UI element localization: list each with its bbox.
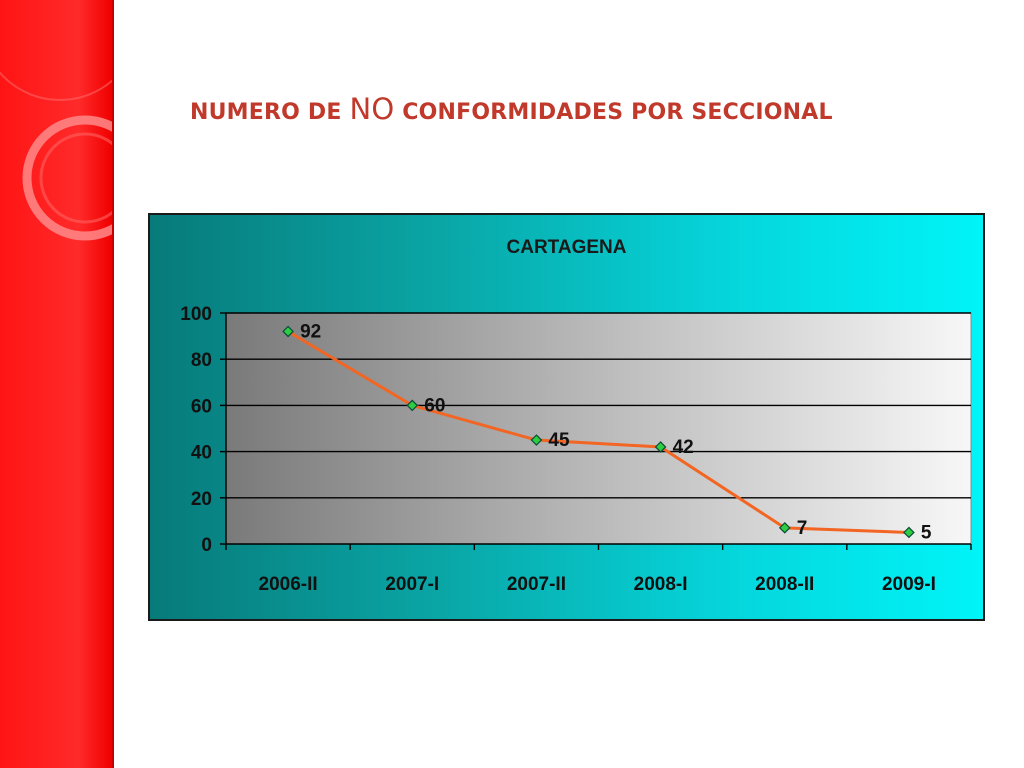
data-point bbox=[654, 441, 667, 453]
chart-title: CARTAGENA bbox=[506, 237, 627, 258]
title-part-3: CONFORMIDADES POR SECCIONAL bbox=[394, 100, 833, 125]
line-chart: 0 20 40 60 80 100 2006-II 2007-I 2007-II 2008-I 20… bbox=[180, 304, 972, 595]
y-tick-label: 100 bbox=[180, 304, 212, 325]
decorative-side-band bbox=[0, 0, 112, 768]
data-label: 92 bbox=[300, 321, 321, 342]
title-part-1: NUMERO DE bbox=[190, 100, 350, 125]
data-label: 5 bbox=[921, 522, 932, 543]
data-point bbox=[530, 434, 543, 446]
y-tick-label: 20 bbox=[191, 489, 212, 510]
x-tick-label: 2007-II bbox=[507, 574, 566, 595]
x-tick-label: 2008-I bbox=[634, 574, 688, 595]
y-tick-label: 60 bbox=[191, 396, 212, 417]
x-tick-label: 2009-I bbox=[882, 574, 936, 595]
data-label: 42 bbox=[673, 437, 694, 458]
title-part-2: NO bbox=[349, 92, 395, 126]
side-band-edge bbox=[112, 0, 114, 768]
y-tick-label: 40 bbox=[191, 443, 212, 464]
x-tick-label: 2007-I bbox=[385, 574, 439, 595]
data-point bbox=[282, 325, 294, 338]
data-label: 7 bbox=[797, 518, 808, 539]
chart-area: CARTAGENA 0 20 40 60 80 100 2006-II 2007-I 2007-… bbox=[148, 213, 985, 621]
plot-area bbox=[225, 312, 972, 545]
data-point bbox=[406, 399, 419, 412]
data-point bbox=[778, 521, 791, 534]
data-label: 45 bbox=[548, 430, 570, 451]
data-point bbox=[903, 526, 915, 539]
y-tick-label: 80 bbox=[191, 350, 212, 371]
data-label: 60 bbox=[424, 395, 445, 416]
x-tick-label: 2006-II bbox=[259, 574, 318, 595]
series-line bbox=[287, 330, 909, 534]
y-tick-label: 0 bbox=[201, 535, 212, 556]
slide-title: NUMERO DE NO CONFORMIDADES POR SECCIONAL bbox=[190, 92, 950, 126]
x-tick-label: 2008-II bbox=[755, 574, 814, 595]
decorative-circles bbox=[0, 71, 112, 241]
